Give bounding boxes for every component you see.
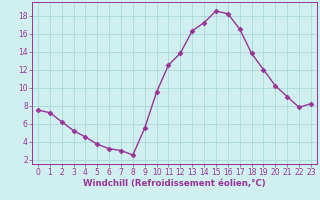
X-axis label: Windchill (Refroidissement éolien,°C): Windchill (Refroidissement éolien,°C) [83,179,266,188]
